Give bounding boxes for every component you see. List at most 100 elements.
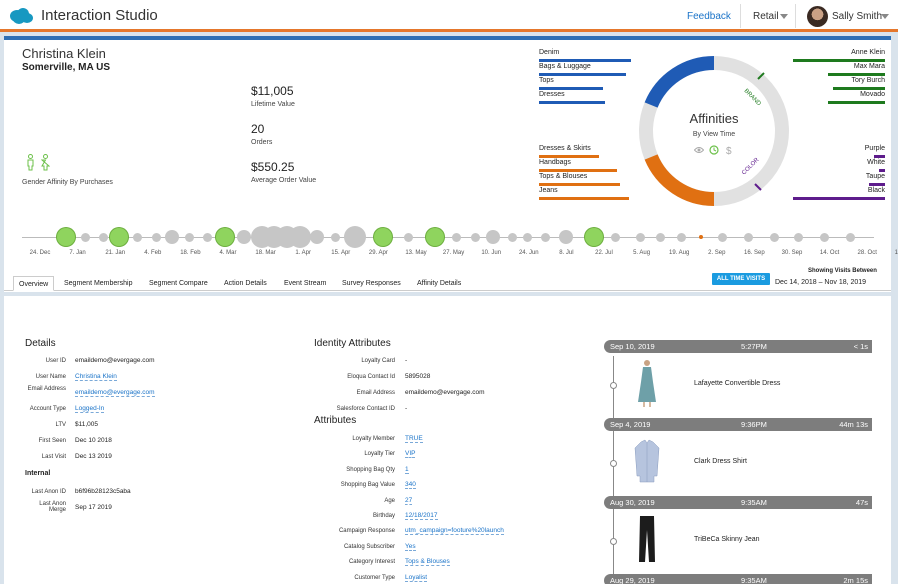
- attribute-value[interactable]: Loyalist: [405, 573, 428, 582]
- timeline-visit-dot[interactable]: [699, 235, 703, 239]
- affinities-donut-chart[interactable]: CLASS BRAND COLOR CATEGORY: [634, 51, 794, 211]
- timeline-visit-dot[interactable]: [57, 228, 75, 246]
- timeline-visit-dot[interactable]: [330, 232, 340, 242]
- timeline-visit-dot[interactable]: [237, 230, 251, 244]
- visits-range-value[interactable]: Dec 14, 2018 – Nov 18, 2019: [775, 279, 867, 286]
- tab-affinity-details[interactable]: Affinity Details: [417, 280, 462, 287]
- attribute-value[interactable]: 27: [405, 496, 413, 505]
- timeline-visit-dot[interactable]: [184, 232, 194, 242]
- tab-event-stream[interactable]: Event Stream: [284, 280, 327, 287]
- avatar[interactable]: [807, 6, 828, 27]
- affinity-bar[interactable]: [539, 183, 620, 186]
- timeline-visit-dot[interactable]: [344, 226, 366, 248]
- activity-timeline-line: [613, 356, 614, 584]
- affinity-bar[interactable]: [833, 87, 885, 90]
- attribute-value[interactable]: utm_campaign=footure%20launch: [405, 527, 504, 536]
- timeline-date-label: 18. Feb: [180, 250, 201, 256]
- timeline-visit-dot[interactable]: [486, 230, 500, 244]
- timeline-visit-dot[interactable]: [202, 232, 212, 242]
- attribute-value[interactable]: VIP: [405, 450, 416, 459]
- affinity-bar[interactable]: [828, 73, 885, 76]
- timeline-visit-dot[interactable]: [98, 232, 108, 242]
- activity-header[interactable]: Sep 10, 2019 5:27PM < 1s: [604, 340, 872, 353]
- timeline-visit-dot[interactable]: [559, 230, 573, 244]
- affinity-bar[interactable]: [539, 155, 599, 158]
- affinity-bar[interactable]: [879, 169, 885, 172]
- attribute-value[interactable]: Logged-In: [75, 405, 105, 413]
- dollar-icon[interactable]: $: [724, 145, 734, 155]
- affinity-bar[interactable]: [539, 169, 617, 172]
- clock-icon[interactable]: [709, 145, 719, 155]
- attribute-value[interactable]: TRUE: [405, 435, 423, 443]
- timeline-visit-dot[interactable]: [585, 228, 603, 246]
- timeline-visit-dot[interactable]: [655, 232, 665, 242]
- product-image[interactable]: [632, 358, 662, 408]
- timeline-visit-dot[interactable]: [769, 232, 779, 242]
- timeline-visit-dot[interactable]: [743, 232, 753, 242]
- chevron-down-icon[interactable]: [881, 14, 889, 19]
- affinity-bar[interactable]: [869, 183, 885, 186]
- attribute-value[interactable]: Christina Klein: [75, 373, 117, 381]
- product-image[interactable]: [632, 436, 662, 486]
- internal-heading: Internal: [25, 470, 51, 477]
- timeline-visit-dot[interactable]: [676, 232, 686, 242]
- user-menu[interactable]: Sally Smith: [832, 11, 883, 22]
- affinity-bar[interactable]: [828, 101, 885, 104]
- timeline-visit-dot[interactable]: [80, 232, 90, 242]
- timeline-visit-dot[interactable]: [216, 228, 234, 246]
- tab-segment-compare[interactable]: Segment Compare: [149, 280, 208, 287]
- affinity-bar[interactable]: [539, 87, 603, 90]
- timeline-visit-dot[interactable]: [403, 232, 413, 242]
- timeline-visit-dot[interactable]: [819, 232, 829, 242]
- activity-header[interactable]: Aug 29, 2019 9:35AM 2m 15s: [604, 574, 872, 584]
- affinity-bar[interactable]: [874, 155, 885, 158]
- activity-header[interactable]: Sep 4, 2019 9:36PM 44m 13s: [604, 418, 872, 431]
- category-segment: [644, 154, 715, 207]
- timeline-visit-dot[interactable]: [717, 232, 727, 242]
- attribute-value[interactable]: 340: [405, 481, 416, 490]
- attribute-value[interactable]: 1: [405, 465, 409, 474]
- affinity-bar[interactable]: [539, 73, 626, 76]
- product-name[interactable]: Lafayette Convertible Dress: [694, 380, 781, 387]
- timeline-visit-dot[interactable]: [522, 232, 532, 242]
- timeline-visit-dot[interactable]: [132, 232, 142, 242]
- timeline-visit-dot[interactable]: [635, 232, 645, 242]
- tab-overview[interactable]: Overview: [13, 276, 55, 291]
- timeline-visit-dot[interactable]: [845, 232, 855, 242]
- timeline-visit-dot[interactable]: [374, 228, 392, 246]
- timeline-visit-dot[interactable]: [507, 232, 517, 242]
- tab-segment-membership[interactable]: Segment Membership: [64, 280, 133, 287]
- chevron-down-icon[interactable]: [780, 14, 788, 19]
- timeline-visit-dot[interactable]: [540, 232, 550, 242]
- average-order-value-label: Average Order Value: [251, 177, 317, 184]
- all-time-visits-button[interactable]: ALL TIME VISITS: [712, 273, 770, 285]
- attribute-value[interactable]: emaildemo@evergage.com: [75, 389, 155, 397]
- timeline-visit-dot[interactable]: [610, 232, 620, 242]
- attribute-value[interactable]: 12/18/2017: [405, 512, 438, 520]
- affinity-bar[interactable]: [539, 59, 631, 62]
- affinity-bar[interactable]: [793, 59, 885, 62]
- timeline-visit-dot[interactable]: [110, 228, 128, 246]
- timeline-visit-dot[interactable]: [426, 228, 444, 246]
- activity-header[interactable]: Aug 30, 2019 9:35AM 47s: [604, 496, 872, 509]
- tab-survey-responses[interactable]: Survey Responses: [342, 280, 401, 287]
- timeline-visit-dot[interactable]: [310, 230, 324, 244]
- affinity-bar[interactable]: [793, 197, 885, 200]
- affinity-bar[interactable]: [539, 101, 605, 104]
- timeline-visit-dot[interactable]: [470, 232, 480, 242]
- product-name[interactable]: Clark Dress Shirt: [694, 458, 747, 465]
- tab-action-details[interactable]: Action Details: [224, 280, 267, 287]
- timeline-visit-dot[interactable]: [451, 232, 461, 242]
- timeline-visit-dot[interactable]: [289, 226, 311, 248]
- timeline-visit-dot[interactable]: [151, 232, 161, 242]
- product-image[interactable]: [632, 514, 662, 564]
- attribute-value[interactable]: Yes: [405, 542, 416, 551]
- attribute-value[interactable]: Tops & Blouses: [405, 558, 450, 567]
- timeline-visit-dot[interactable]: [165, 230, 179, 244]
- timeline-visit-dot[interactable]: [793, 232, 803, 242]
- dataset-selector[interactable]: Retail: [753, 11, 779, 22]
- affinity-bar[interactable]: [539, 197, 629, 200]
- feedback-link[interactable]: Feedback: [687, 11, 731, 22]
- product-name[interactable]: TriBeCa Skinny Jean: [694, 536, 760, 543]
- view-eye-icon[interactable]: [694, 145, 704, 155]
